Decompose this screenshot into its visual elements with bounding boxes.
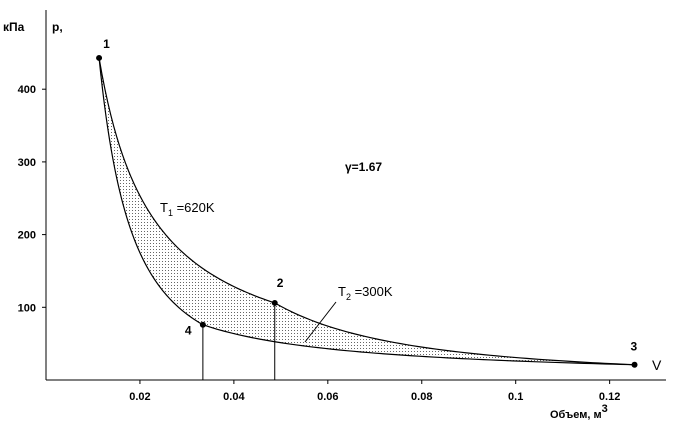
gamma-annotation: γ=1.67 — [345, 160, 382, 174]
y-label: p, — [52, 20, 63, 34]
point-label: 4 — [185, 324, 192, 338]
point-label: 1 — [103, 37, 110, 51]
cycle-area — [99, 57, 635, 365]
label-main: T — [160, 200, 168, 215]
label-rest: =620K — [173, 200, 215, 215]
y-tick-label: 400 — [18, 84, 36, 96]
x-label: Объем, м3 — [550, 403, 608, 421]
cycle-fill — [99, 57, 635, 365]
state-point — [96, 54, 103, 61]
x-tick-label: 0.04 — [223, 391, 245, 403]
point-label: 2 — [277, 276, 284, 290]
y-tick-label: 200 — [18, 230, 36, 242]
y-tick-label: 300 — [18, 157, 36, 169]
point-label: 3 — [631, 340, 638, 354]
x-tick-label: 0.12 — [599, 391, 620, 403]
state-point — [631, 361, 638, 368]
label-sub: 2 — [346, 292, 351, 302]
state-point — [199, 321, 206, 328]
isotherm-label: T2 =300K — [338, 284, 393, 302]
label-sub: 1 — [168, 208, 173, 218]
x-tick-label: 0.06 — [317, 391, 338, 403]
label-rest: =300K — [351, 284, 393, 299]
state-point — [271, 299, 278, 306]
x-label-text: Объем, м — [550, 409, 602, 421]
x-label-sup: 3 — [602, 403, 608, 415]
label-pointer — [304, 301, 337, 343]
y-tick-label: 100 — [18, 302, 36, 314]
isotherm-label: T1 =620K — [160, 200, 215, 218]
label-main: T — [338, 284, 346, 299]
x-tick-label: 0.08 — [411, 391, 432, 403]
x-letter: V — [652, 357, 662, 373]
x-tick-label: 0.1 — [508, 391, 523, 403]
y-unit: кПа — [3, 20, 25, 34]
x-tick-label: 0.02 — [129, 391, 150, 403]
